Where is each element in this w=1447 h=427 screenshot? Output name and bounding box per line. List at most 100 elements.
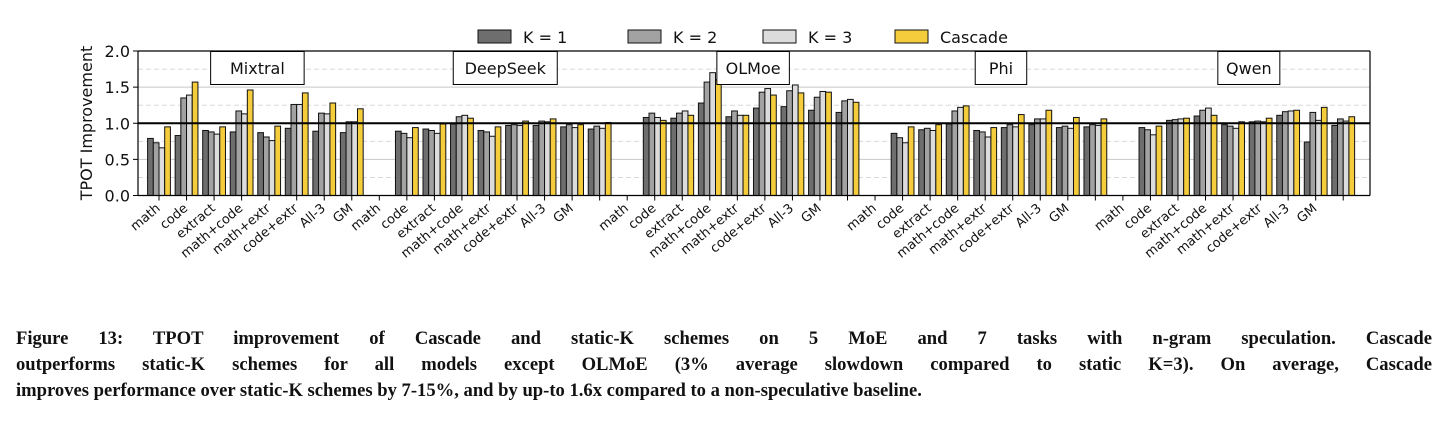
- bar-mixtral-code-1: [180, 97, 188, 196]
- bar-qwen-math+code-1: [1226, 125, 1234, 196]
- bar-phi-extract-2: [957, 106, 964, 196]
- y-axis-label: TPOT Improvement: [77, 46, 96, 202]
- bar-mixtral-code+extr-3: [301, 92, 309, 196]
- x-tick-label-math: math: [596, 201, 632, 234]
- bar-deepseek-All-3-0: [560, 126, 567, 196]
- bar-qwen-code-1: [1171, 119, 1179, 196]
- y-tick-label: 0.0: [105, 187, 130, 206]
- bar-qwen-math+code-0: [1221, 124, 1228, 196]
- bar-phi-math+code-1: [979, 131, 986, 196]
- bar-phi-extract-3: [962, 105, 970, 196]
- bar-phi-code+extr-2: [1039, 118, 1047, 196]
- bar-mixtral-code+extr-2: [296, 103, 303, 196]
- bar-mixtral-math+code-0: [229, 131, 237, 196]
- bar-phi-math+extr-0: [1000, 127, 1008, 196]
- bar-olmoe-math+code-0: [725, 116, 733, 196]
- bar-qwen-math+extr-2: [1260, 121, 1267, 196]
- bar-qwen-code-3: [1183, 117, 1190, 196]
- bar-mixtral-code+extr-0: [284, 127, 292, 196]
- bar-phi-math+extr-3: [1017, 114, 1025, 196]
- panel-title-box: [716, 51, 790, 85]
- panel-title-box: [452, 51, 558, 85]
- bar-qwen-code-0: [1166, 119, 1173, 196]
- bar-deepseek-GM-0: [587, 128, 595, 196]
- bar-qwen-GM-0: [1331, 124, 1339, 196]
- bar-qwen-math-0: [1138, 127, 1146, 196]
- bar-olmoe-math+code-3: [742, 114, 750, 196]
- bar-olmoe-GM-2: [847, 98, 854, 196]
- bar-mixtral-math+code-2: [241, 113, 248, 196]
- bar-phi-math+code-3: [990, 127, 998, 196]
- bar-deepseek-math-3: [412, 127, 419, 196]
- legend-label-2: K = 3: [808, 28, 852, 47]
- x-tick-label-math: math: [128, 201, 164, 234]
- bar-phi-GM-3: [1100, 118, 1108, 196]
- bar-olmoe-code+extr-1: [786, 90, 793, 196]
- x-tick-label-GM: GM: [799, 201, 825, 226]
- bar-mixtral-code-2: [186, 94, 193, 196]
- legend-swatch-3: [894, 29, 929, 44]
- bar-deepseek-math-0: [394, 130, 402, 196]
- x-tick-label-GM: GM: [1294, 201, 1320, 226]
- bar-olmoe-math+extr-0: [752, 107, 760, 196]
- caption-line-1: Figure 13: TPOT improvement of Cascade a…: [16, 328, 1432, 349]
- y-tick-label: 2.0: [105, 42, 130, 61]
- bar-olmoe-code-0: [670, 117, 678, 196]
- x-tick-label-math: math: [348, 201, 384, 234]
- bar-olmoe-extract-2: [709, 72, 716, 196]
- bar-olmoe-math-0: [642, 116, 650, 196]
- bar-qwen-code+extr-0: [1276, 114, 1283, 196]
- bar-qwen-math+extr-0: [1248, 121, 1256, 196]
- bar-qwen-math-2: [1149, 134, 1157, 196]
- bar-olmoe-GM-3: [852, 101, 860, 196]
- legend-swatch-1: [627, 29, 662, 44]
- bar-olmoe-code+extr-2: [791, 84, 799, 196]
- bar-mixtral-code+extr-1: [290, 103, 298, 196]
- bar-olmoe-math-3: [659, 119, 667, 196]
- bar-mixtral-All-3-1: [318, 112, 325, 196]
- bar-phi-math-0: [890, 132, 898, 197]
- bar-phi-math+extr-1: [1006, 124, 1014, 196]
- bar-deepseek-extract-1: [455, 116, 463, 196]
- bar-olmoe-code+extr-3: [797, 92, 805, 196]
- figure-caption: Figure 13: TPOT improvement of Cascade a…: [16, 326, 1432, 404]
- bar-olmoe-math-2: [654, 116, 661, 196]
- bar-mixtral-All-3-0: [312, 130, 320, 196]
- bar-phi-All-3-1: [1061, 125, 1069, 196]
- bar-qwen-All-3-3: [1320, 106, 1328, 196]
- bar-mixtral-GM-1: [345, 121, 353, 196]
- bar-mixtral-math+extr-2: [268, 140, 276, 196]
- bar-phi-code-3: [935, 124, 943, 196]
- bar-mixtral-extract-3: [219, 126, 226, 196]
- bar-deepseek-GM-2: [599, 127, 606, 196]
- bar-deepseek-math+code-0: [477, 129, 485, 197]
- x-tick-label-GM: GM: [551, 201, 577, 226]
- bar-olmoe-math-1: [648, 112, 656, 196]
- bar-phi-All-3-0: [1055, 127, 1063, 196]
- bar-deepseek-code+extr-3: [549, 118, 557, 196]
- bar-phi-math+code-0: [973, 129, 980, 197]
- caption-line-3: improves performance over static-K schem…: [16, 380, 922, 401]
- bar-mixtral-math+extr-3: [274, 125, 282, 196]
- bar-qwen-GM-2: [1342, 120, 1350, 196]
- x-tick-label-All-3: All-3: [1261, 201, 1293, 231]
- caption-line-2: outperforms static-K schemes for all mod…: [16, 354, 1432, 375]
- bar-mixtral-math+extr-1: [262, 136, 270, 196]
- bar-deepseek-GM-1: [593, 125, 601, 196]
- panel-title: Mixtral: [230, 59, 285, 78]
- bar-deepseek-code-1: [428, 129, 435, 197]
- bar-phi-code+extr-1: [1034, 118, 1041, 196]
- bar-qwen-extract-3: [1210, 114, 1218, 196]
- bar-deepseek-GM-3: [604, 122, 612, 196]
- bar-olmoe-code+extr-0: [780, 106, 788, 196]
- bar-olmoe-math+extr-2: [764, 88, 772, 196]
- legend-label-3: Cascade: [940, 28, 1008, 47]
- y-tick-label: 1.5: [105, 78, 130, 97]
- bar-qwen-extract-2: [1205, 107, 1212, 196]
- bar-deepseek-code+extr-0: [532, 124, 540, 196]
- bar-phi-math+extr-2: [1012, 126, 1019, 196]
- bar-qwen-GM-1: [1337, 118, 1344, 196]
- bar-phi-code-0: [918, 129, 925, 196]
- y-tick-label: 1.0: [105, 114, 130, 133]
